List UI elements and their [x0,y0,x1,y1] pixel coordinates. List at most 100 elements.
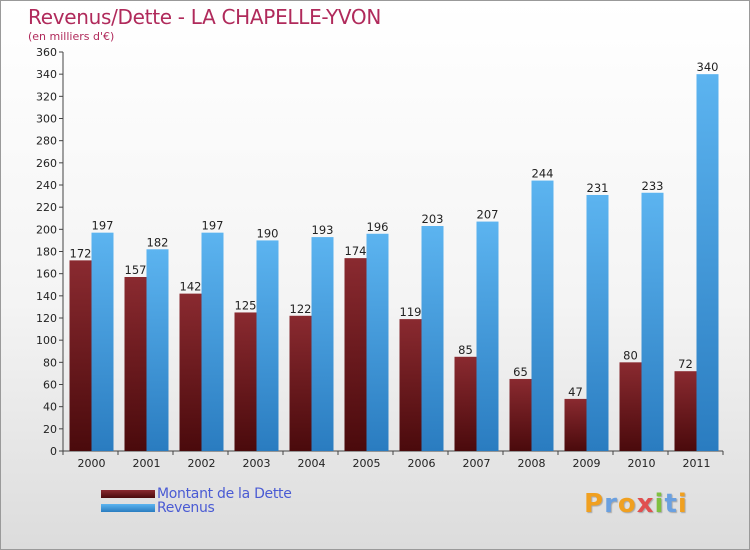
bar-dette [234,312,257,451]
legend-swatch-revenus [101,504,155,512]
data-label-revenus: 231 [587,181,609,195]
bar-revenus [366,233,389,451]
logo-letter: i [677,489,688,519]
y-tick-label: 280 [36,135,57,148]
x-tick-label: 2004 [298,457,326,470]
bar-dette [399,319,422,451]
legend-swatch-dette [101,490,155,498]
bar-revenus [146,249,169,451]
data-label-revenus: 207 [477,208,499,222]
legend-item-revenus: Revenus [101,500,292,516]
x-tick-label: 2001 [133,457,161,470]
data-label-revenus: 233 [642,179,664,193]
bar-dette [454,356,477,451]
y-tick-label: 100 [36,334,57,347]
x-tick-label: 2008 [518,457,546,470]
y-tick-label: 220 [36,201,57,214]
y-tick-label: 340 [36,68,57,81]
y-tick-label: 160 [36,268,57,281]
x-tick-label: 2010 [628,457,656,470]
proxiti-logo: Proxiti [584,489,688,519]
bar-revenus [586,194,609,451]
legend-item-dette: Montant de la Dette [101,486,292,502]
data-label-dette: 174 [345,244,367,258]
data-label-dette: 85 [458,343,473,357]
x-tick-label: 2009 [573,457,601,470]
data-label-dette: 142 [180,280,202,294]
bar-dette [674,371,697,451]
legend-label-revenus: Revenus [157,500,215,516]
bar-dette [124,276,147,451]
bar-revenus [421,226,444,451]
value-labels: 1721971571821421971251901221931741961192… [70,60,719,399]
bar-dette [564,398,587,451]
x-tick-label: 2002 [188,457,216,470]
legend: Montant de la Dette Revenus [101,486,292,516]
y-tick-label: 140 [36,290,57,303]
data-label-dette: 72 [678,357,693,371]
bar-revenus [476,221,499,451]
x-tick-label: 2000 [78,457,106,470]
bar-revenus [91,232,114,451]
data-label-revenus: 340 [697,60,719,74]
x-tick-label: 2006 [408,457,436,470]
bar-revenus [256,240,279,451]
data-label-dette: 65 [513,365,528,379]
y-tick-label: 360 [36,46,57,59]
bar-dette [69,260,92,451]
legend-label-dette: Montant de la Dette [157,486,292,502]
bar-dette [179,293,202,451]
y-tick-label: 0 [50,445,57,458]
data-label-dette: 125 [235,298,257,312]
logo-letter: i [654,489,665,519]
y-tick-label: 200 [36,223,57,236]
data-label-dette: 119 [400,305,422,319]
logo-letter: P [584,489,605,519]
bar-revenus [696,74,719,452]
data-label-revenus: 196 [367,220,389,234]
bar-dette [619,362,642,451]
data-label-dette: 80 [623,348,638,362]
y-tick-label: 60 [43,379,57,392]
data-label-dette: 122 [290,302,312,316]
data-label-revenus: 203 [422,212,444,226]
logo-letter: t [664,489,678,519]
bar-revenus [201,232,224,451]
data-label-revenus: 197 [202,219,224,233]
x-tick-label: 2007 [463,457,491,470]
bar-chart: 0 20 40 60 80 100 120 140 160 180 200 220 240 260 280 3… [36,46,724,470]
data-label-revenus: 182 [147,235,169,249]
y-tick-label: 240 [36,179,57,192]
y-tick-label: 120 [36,312,57,325]
bar-revenus [311,237,334,451]
data-label-revenus: 190 [257,226,279,240]
data-label-revenus: 193 [312,223,334,237]
bar-dette [509,378,532,451]
data-label-dette: 157 [125,263,147,277]
bar-revenus [641,192,664,451]
data-label-revenus: 244 [532,167,554,181]
y-tick-label: 40 [43,401,57,414]
y-tick-label: 180 [36,246,57,259]
bar-revenus [531,180,554,452]
x-tick-label: 2005 [353,457,381,470]
bar-dette [289,315,312,451]
data-label-dette: 47 [568,385,583,399]
logo-letter: x [636,489,655,519]
bars [69,74,719,452]
logo-letter: r [604,489,618,519]
y-tick-label: 80 [43,356,57,369]
x-tick-label: 2011 [683,457,711,470]
data-label-revenus: 197 [92,219,114,233]
chart-title: Revenus/Dette - LA CHAPELLE-YVON [28,5,382,29]
y-tick-label: 20 [43,423,57,436]
chart-subtitle: (en milliers d'€) [28,30,115,43]
y-tick-label: 260 [36,157,57,170]
x-tick-label: 2003 [243,457,271,470]
data-label-dette: 172 [70,246,92,260]
y-tick-label: 320 [36,90,57,103]
logo-letter: o [617,489,637,519]
y-tick-label: 300 [36,113,57,126]
axes: 0 20 40 60 80 100 120 140 160 180 200 220 240 260 280 3… [36,46,724,470]
